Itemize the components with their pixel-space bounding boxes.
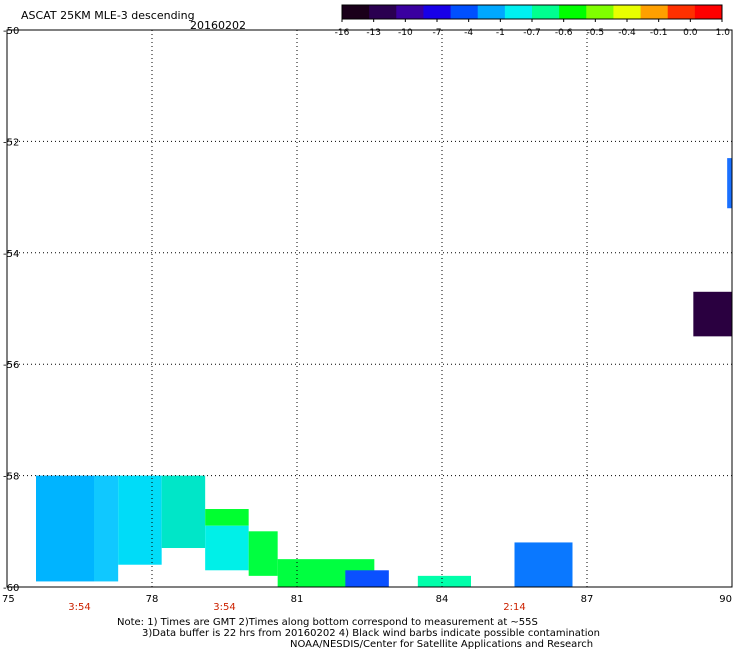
plot-frame [6,29,733,588]
colorbar-segment [450,5,479,19]
note-line-2: 3)Data buffer is 22 hrs from 20160202 4)… [142,628,600,639]
colorbar-tick-label: 1.0 [716,28,731,38]
colorbar-segment [342,5,370,19]
data-cell [205,525,249,571]
colorbar-tick-label: -13 [366,28,381,38]
colorbar-segment [694,5,723,19]
colorbar-tick-label: 0.0 [683,28,698,38]
y-tick-label: -56 [3,360,19,371]
note-line-3: NOAA/NESDIS/Center for Satellite Applica… [290,639,593,650]
grid-lines [7,30,732,587]
colorbar [341,4,723,20]
colorbar-segment [396,5,424,19]
colorbar-segment [586,5,614,19]
data-cell [345,570,389,587]
data-cell [727,158,732,209]
colorbar-segment [667,5,696,19]
data-cell [161,475,206,549]
chart-title: ASCAT 25KM MLE-3 descending [21,9,195,22]
time-label: 3:54 [68,602,90,613]
colorbar-tick-label: -0.7 [523,28,541,38]
y-tick-labels: -50 -52 -54 -56 -58 -60 [3,26,19,594]
x-tick-label: 87 [581,594,594,605]
colorbar-segment [640,5,669,19]
x-tick-label: 90 [719,594,732,605]
y-tick-label: -54 [3,249,19,260]
y-tick-label: -58 [3,472,19,483]
y-tick-label: -60 [3,583,19,594]
data-cell [94,475,119,582]
time-labels: 3:54 3:54 2:14 [68,602,525,613]
x-tick-label: 78 [146,594,159,605]
x-tick-label: 84 [436,594,449,605]
colorbar-tick-label: -0.5 [587,28,605,38]
data-cell [205,509,249,526]
colorbar-segment [532,5,560,19]
colorbar-tick-label: -10 [398,28,413,38]
colorbar-tick-labels: -16 -13 -10 -7 -4 -1 -0.7 -0.6 -0.5 -0.4 -0.1 0.0 1.… [335,19,731,38]
colorbar-segment [613,5,642,19]
data-cells [36,158,732,587]
colorbar-segment [504,5,533,19]
data-cell [693,291,732,337]
colorbar-segment [423,5,452,19]
colorbar-tick-label: -0.1 [650,28,668,38]
x-tick-label: 81 [291,594,304,605]
colorbar-segment [559,5,587,19]
colorbar-tick-label: -0.4 [618,28,636,38]
data-cell [118,475,162,565]
colorbar-tick-label: -1 [496,28,505,38]
colorbar-tick-label: -4 [464,28,473,38]
data-cell [248,531,278,576]
data-cell [514,542,573,587]
time-label: 3:54 [213,602,235,613]
time-label: 2:14 [503,602,525,613]
y-tick-label: -52 [3,137,19,148]
y-tick-label: -50 [3,26,19,37]
data-cell [417,575,471,587]
x-tick-labels: 75 78 81 84 87 90 [2,594,732,605]
data-cell [36,475,94,582]
colorbar-segment [369,5,397,19]
chart-date: 20160202 [190,19,246,32]
colorbar-segment [477,5,506,19]
x-tick-label: 75 [2,594,15,605]
colorbar-tick-label: -7 [433,28,442,38]
note-line-1: Note: 1) Times are GMT 2)Times along bot… [117,617,538,628]
colorbar-tick-label: -16 [335,28,350,38]
colorbar-tick-label: -0.6 [555,28,573,38]
